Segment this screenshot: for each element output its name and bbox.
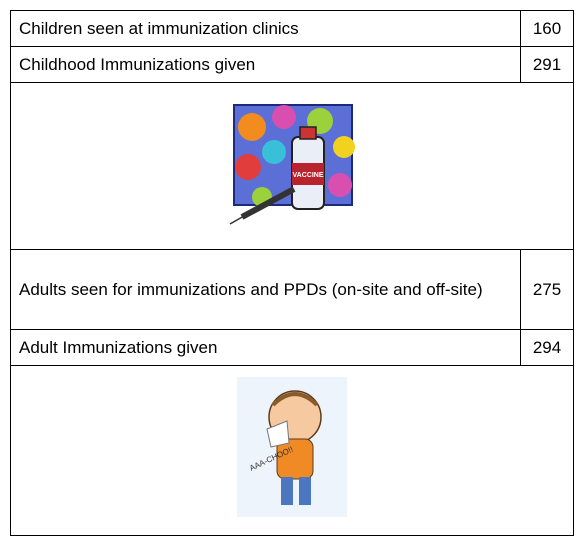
vaccine-clipart: VACCINE: [222, 97, 362, 227]
sneeze-clipart: AAA-CHOO!!: [237, 377, 347, 517]
image-row: AAA-CHOO!!: [11, 366, 574, 536]
row: Children seen at immunization clinics 16…: [11, 11, 574, 47]
image-cell: VACCINE: [11, 83, 574, 250]
row-label: Adults seen for immunizations and PPDs (…: [11, 250, 521, 330]
stats-table: Children seen at immunization clinics 16…: [10, 10, 574, 536]
page: Children seen at immunization clinics 16…: [0, 0, 579, 522]
row-value: 275: [521, 250, 574, 330]
row-value: 160: [521, 11, 574, 47]
row: Childhood Immunizations given 291: [11, 47, 574, 83]
row-label: Childhood Immunizations given: [11, 47, 521, 83]
row-value: 291: [521, 47, 574, 83]
image-cell: AAA-CHOO!!: [11, 366, 574, 536]
row-label: Children seen at immunization clinics: [11, 11, 521, 47]
row-label: Adult Immunizations given: [11, 330, 521, 366]
image-row: VACCINE: [11, 83, 574, 250]
row: Adults seen for immunizations and PPDs (…: [11, 250, 574, 330]
row-value: 294: [521, 330, 574, 366]
row: Adult Immunizations given 294: [11, 330, 574, 366]
vaccine-label: VACCINE: [293, 172, 324, 179]
